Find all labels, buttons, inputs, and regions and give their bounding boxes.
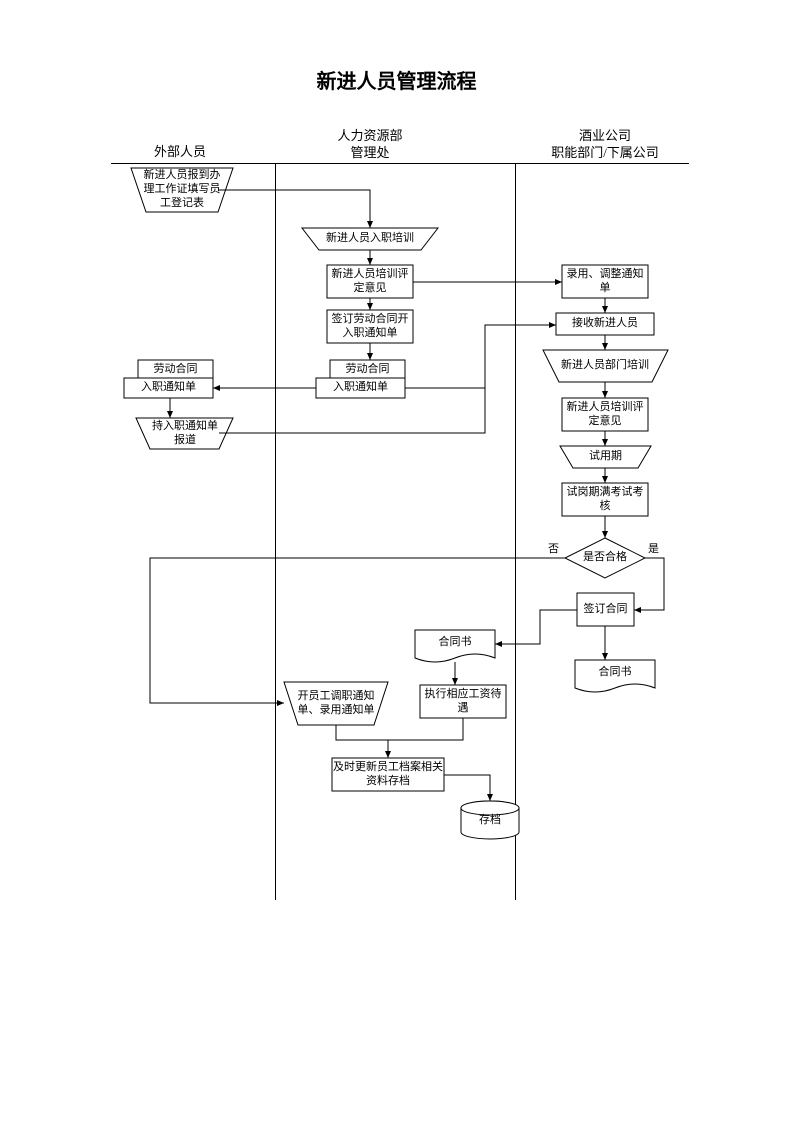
node-n5-text: 劳动合同 <box>138 360 213 380</box>
node-n11-text: 接收新进人员 <box>556 313 654 335</box>
node-n23-text: 存档 <box>461 812 519 830</box>
node-n6-text: 入职通知单 <box>124 378 213 398</box>
node-n13-text: 新进人员培训评定意见 <box>562 398 648 431</box>
node-n7-text: 劳动合同 <box>330 360 405 380</box>
node-n18-text: 合同书 <box>575 663 655 683</box>
node-n12-text: 新进人员部门培训 <box>560 352 650 380</box>
node-n3-text: 新进人员培训评定意见 <box>327 265 413 298</box>
node-n16-text: 是否合格 <box>575 548 635 568</box>
node-n1-text: 新进人员报到办理工作证填写员工登记表 <box>142 168 222 212</box>
flowchart-canvas <box>0 0 793 1122</box>
edge-n1-n2 <box>218 190 370 228</box>
node-n22-text: 及时更新员工档案相关资料存档 <box>332 758 444 791</box>
edge-n20-n22 <box>388 718 463 758</box>
node-n4-text: 签订劳动合同开入职通知单 <box>327 310 413 343</box>
node-n19-text: 合同书 <box>415 633 495 653</box>
edge-n17-n19 <box>495 610 577 644</box>
node-n20-text: 执行相应工资待遇 <box>420 685 506 718</box>
edge-n16-n17 <box>634 558 664 610</box>
edge-n22-n23 <box>444 775 490 801</box>
node-n8-text: 入职通知单 <box>316 378 405 398</box>
decision-no-label: 否 <box>548 540 559 556</box>
node-n9-text: 持入职通知单报道 <box>150 418 220 449</box>
decision-yes-label: 是 <box>648 540 659 556</box>
node-n10-text: 录用、调整通知单 <box>562 265 648 298</box>
edge-n16-n21 <box>150 558 565 703</box>
node-n15-text: 试岗期满考试考核 <box>562 483 648 516</box>
node-n2-text: 新进人员入职培训 <box>318 230 422 248</box>
edge-n21-n22 <box>336 725 388 740</box>
node-n17-text: 签订合同 <box>577 593 634 626</box>
edge-n8-n11 <box>405 325 485 388</box>
node-n21-text: 开员工调职通知单、录用通知单 <box>296 684 376 724</box>
node-n14-text: 试用期 <box>573 448 638 466</box>
